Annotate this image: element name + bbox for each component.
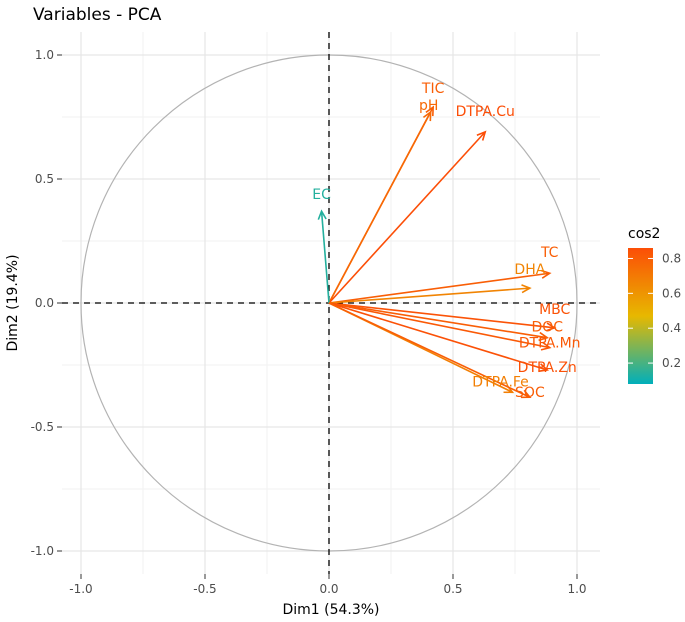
arrowhead-soc <box>520 389 532 399</box>
arrowhead-tc <box>540 269 552 279</box>
y-tick-label: -1.0 <box>31 544 54 558</box>
colorbar-tick-label: 0.8 <box>662 251 681 265</box>
label-dtpa-mn: DTPA.Mn <box>519 336 581 352</box>
arrow-dtpa-cu <box>328 131 486 304</box>
arrowhead-ec <box>317 209 327 220</box>
colorbar-tick-label: 0.4 <box>662 321 681 335</box>
arrow-doc <box>328 302 548 339</box>
arrowhead-dtpa-zn <box>538 363 550 373</box>
arrowhead-dha <box>521 284 532 294</box>
x-tick-label: -0.5 <box>193 582 216 596</box>
label-ec: EC <box>312 187 331 203</box>
x-tick-label: 1.0 <box>567 582 586 596</box>
x-axis-ticks: -1.0 -0.5 0.0 0.5 1.0 <box>69 574 587 596</box>
label-soc: SOC <box>515 385 545 401</box>
x-tick-label: 0.0 <box>319 582 338 596</box>
x-axis-title: Dim1 (54.3%) <box>282 602 379 618</box>
y-tick-label: -0.5 <box>31 420 54 434</box>
label-tic: TIC <box>421 81 445 97</box>
arrowhead-dtpa-mn <box>540 341 552 351</box>
y-axis-title: Dim2 (19.4%) <box>5 254 21 351</box>
label-dha: DHA <box>514 262 545 278</box>
arrowhead-ph <box>422 110 432 122</box>
colorbar-tick-label: 0.2 <box>662 356 681 370</box>
arrowhead-dtpa-cu <box>476 130 487 141</box>
arrow-soc <box>328 302 531 398</box>
colorbar-ticks: 0.2 0.4 0.6 0.8 <box>628 251 681 370</box>
arrow-tc <box>328 272 550 304</box>
arrowhead-tic <box>425 105 435 117</box>
cos2-legend: cos2 0.2 0.4 0.6 0.8 <box>628 226 681 384</box>
arrowhead-mbc <box>545 322 557 332</box>
arrow-dtpa-zn <box>328 302 548 371</box>
legend-title: cos2 <box>628 226 660 242</box>
y-tick-label: 0.5 <box>35 172 54 186</box>
arrow-ec <box>320 211 330 304</box>
y-tick-label: 1.0 <box>35 48 54 62</box>
y-axis-ticks: -1.0 -0.5 0.0 0.5 1.0 <box>31 48 62 558</box>
label-mbc: MBC <box>539 302 570 318</box>
arrowhead-doc <box>538 331 550 342</box>
chart-title: Variables - PCA <box>33 5 162 25</box>
label-doc: DOC <box>531 320 563 336</box>
colorbar <box>628 248 653 384</box>
arrow-dha <box>328 287 530 304</box>
arrow-mbc <box>328 302 555 329</box>
label-ph: pH <box>419 98 438 114</box>
x-tick-label: 0.5 <box>443 582 462 596</box>
label-tc: TC <box>540 245 559 261</box>
y-tick-label: 0.0 <box>35 296 54 310</box>
label-dtpa-cu: DTPA.Cu <box>456 104 515 120</box>
variable-arrows <box>317 105 557 399</box>
label-dtpa-zn: DTPA.Zn <box>518 360 577 376</box>
label-dtpa-fe: DTPA.Fe <box>472 374 529 390</box>
x-tick-label: -1.0 <box>69 582 92 596</box>
arrow-ph <box>328 111 432 304</box>
colorbar-tick-label: 0.6 <box>662 286 681 300</box>
arrow-dtpa-mn <box>328 302 550 349</box>
